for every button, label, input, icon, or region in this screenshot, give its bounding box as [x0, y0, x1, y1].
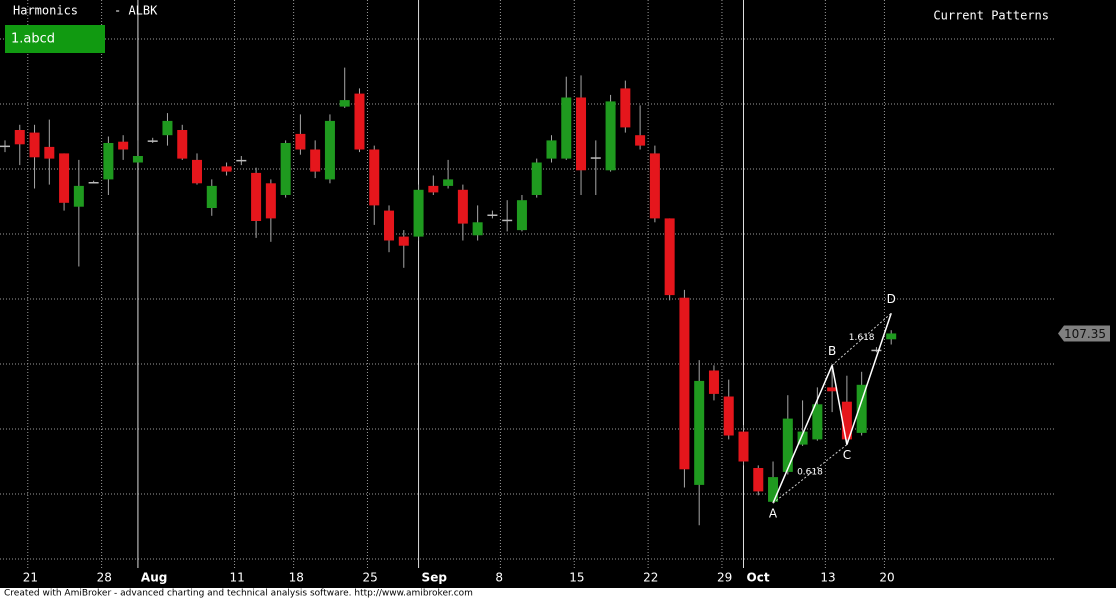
candle-body — [147, 140, 158, 142]
grid — [0, 0, 1055, 568]
candle-body — [413, 189, 424, 237]
footer-band — [0, 588, 1116, 599]
symbol: - ALBK — [114, 4, 158, 18]
candle-body — [0, 145, 10, 148]
candle-body — [472, 222, 483, 236]
x-tick-label: 20 — [879, 571, 894, 585]
x-tick-label: 21 — [23, 571, 38, 585]
candle-body — [310, 149, 321, 172]
candle-body — [118, 141, 129, 150]
candle-body — [295, 133, 306, 150]
x-tick-label: Sep — [422, 571, 448, 585]
candles — [0, 67, 897, 526]
candle-body — [797, 431, 808, 445]
x-tick-label: Aug — [141, 571, 167, 585]
pattern-list-item: 1.abcd — [11, 32, 55, 47]
candle-body — [679, 297, 690, 470]
candle-body — [753, 468, 764, 492]
candle-body — [841, 401, 852, 440]
candle-body — [88, 182, 99, 184]
candle-body — [457, 189, 468, 224]
candle-body — [384, 210, 395, 241]
pattern-ratio: 1.618 — [849, 333, 875, 343]
candle-body — [29, 132, 40, 158]
candle-body — [649, 153, 660, 219]
candle-body — [428, 185, 439, 193]
candle-body — [487, 214, 498, 216]
pattern-point-label: D — [887, 292, 896, 306]
x-tick-label: Oct — [747, 571, 770, 585]
price-tag-label: 107.35 — [1064, 327, 1106, 341]
candle-body — [708, 370, 719, 394]
candle-body — [236, 159, 247, 162]
candle-body — [162, 120, 173, 136]
candle-body — [590, 157, 601, 159]
x-tick-label: 28 — [97, 571, 112, 585]
candle-body — [14, 130, 25, 145]
panel-title: Current Patterns — [933, 9, 1049, 23]
x-tick-label: 29 — [717, 571, 732, 585]
candle-body — [827, 387, 838, 392]
candle-body — [605, 101, 616, 171]
candle-body — [443, 179, 454, 186]
candle-body — [339, 100, 350, 107]
candle-body — [398, 236, 409, 246]
candle-body — [206, 185, 217, 208]
pattern-list-box — [5, 25, 105, 53]
candle-body — [516, 200, 527, 231]
pattern: 0.618 1.618 A B C D — [769, 292, 896, 521]
candle-body — [576, 97, 587, 171]
candle-body — [768, 477, 779, 502]
candle-body — [280, 143, 291, 195]
pattern-point-label: A — [769, 507, 778, 521]
chart-title: Harmonics — [13, 4, 78, 18]
pattern-point-label: B — [828, 344, 836, 358]
candle-body — [221, 166, 232, 172]
candle-body — [192, 159, 203, 184]
candle-body — [812, 404, 823, 440]
candle-body — [561, 97, 572, 159]
x-tick-label: 18 — [289, 571, 304, 585]
pattern-leg — [831, 365, 848, 445]
candle-body — [531, 162, 542, 195]
candle-body — [664, 218, 675, 296]
pattern-leg — [772, 365, 833, 504]
candle-body — [886, 333, 897, 340]
candle-body — [177, 130, 188, 159]
candle-body — [723, 396, 734, 436]
x-tick-label: 15 — [569, 571, 584, 585]
candle-body — [694, 380, 705, 485]
candle-body — [103, 143, 114, 180]
candle-body — [44, 146, 55, 159]
candle-body — [620, 88, 631, 128]
candle-body — [59, 153, 70, 203]
candle-body — [132, 156, 143, 163]
pattern-leg — [846, 313, 892, 445]
price-tag — [1058, 325, 1110, 342]
pattern-ratio: 0.618 — [797, 467, 823, 477]
x-tick-label: 8 — [495, 571, 503, 585]
candle-body — [782, 418, 793, 472]
candle-body — [265, 183, 276, 219]
footer: Created with AmiBroker - advanced charti… — [4, 589, 473, 599]
x-tick-label: 11 — [230, 571, 245, 585]
x-tick-label: 25 — [362, 571, 377, 585]
candle-body — [324, 120, 335, 180]
candle-body — [369, 149, 380, 206]
pattern-ratio-line — [831, 312, 892, 366]
pattern-point-label: C — [843, 448, 851, 462]
x-tick-label: 13 — [820, 571, 835, 585]
candle-body — [635, 135, 646, 146]
candle-body — [871, 349, 882, 352]
candle-body — [251, 172, 262, 221]
candle-body — [73, 185, 84, 207]
candle-body — [738, 431, 749, 462]
candle-body — [354, 93, 365, 150]
candle-body — [502, 219, 513, 222]
candle-body — [546, 140, 557, 159]
x-tick-label: 22 — [643, 571, 658, 585]
candle-body — [856, 384, 867, 433]
